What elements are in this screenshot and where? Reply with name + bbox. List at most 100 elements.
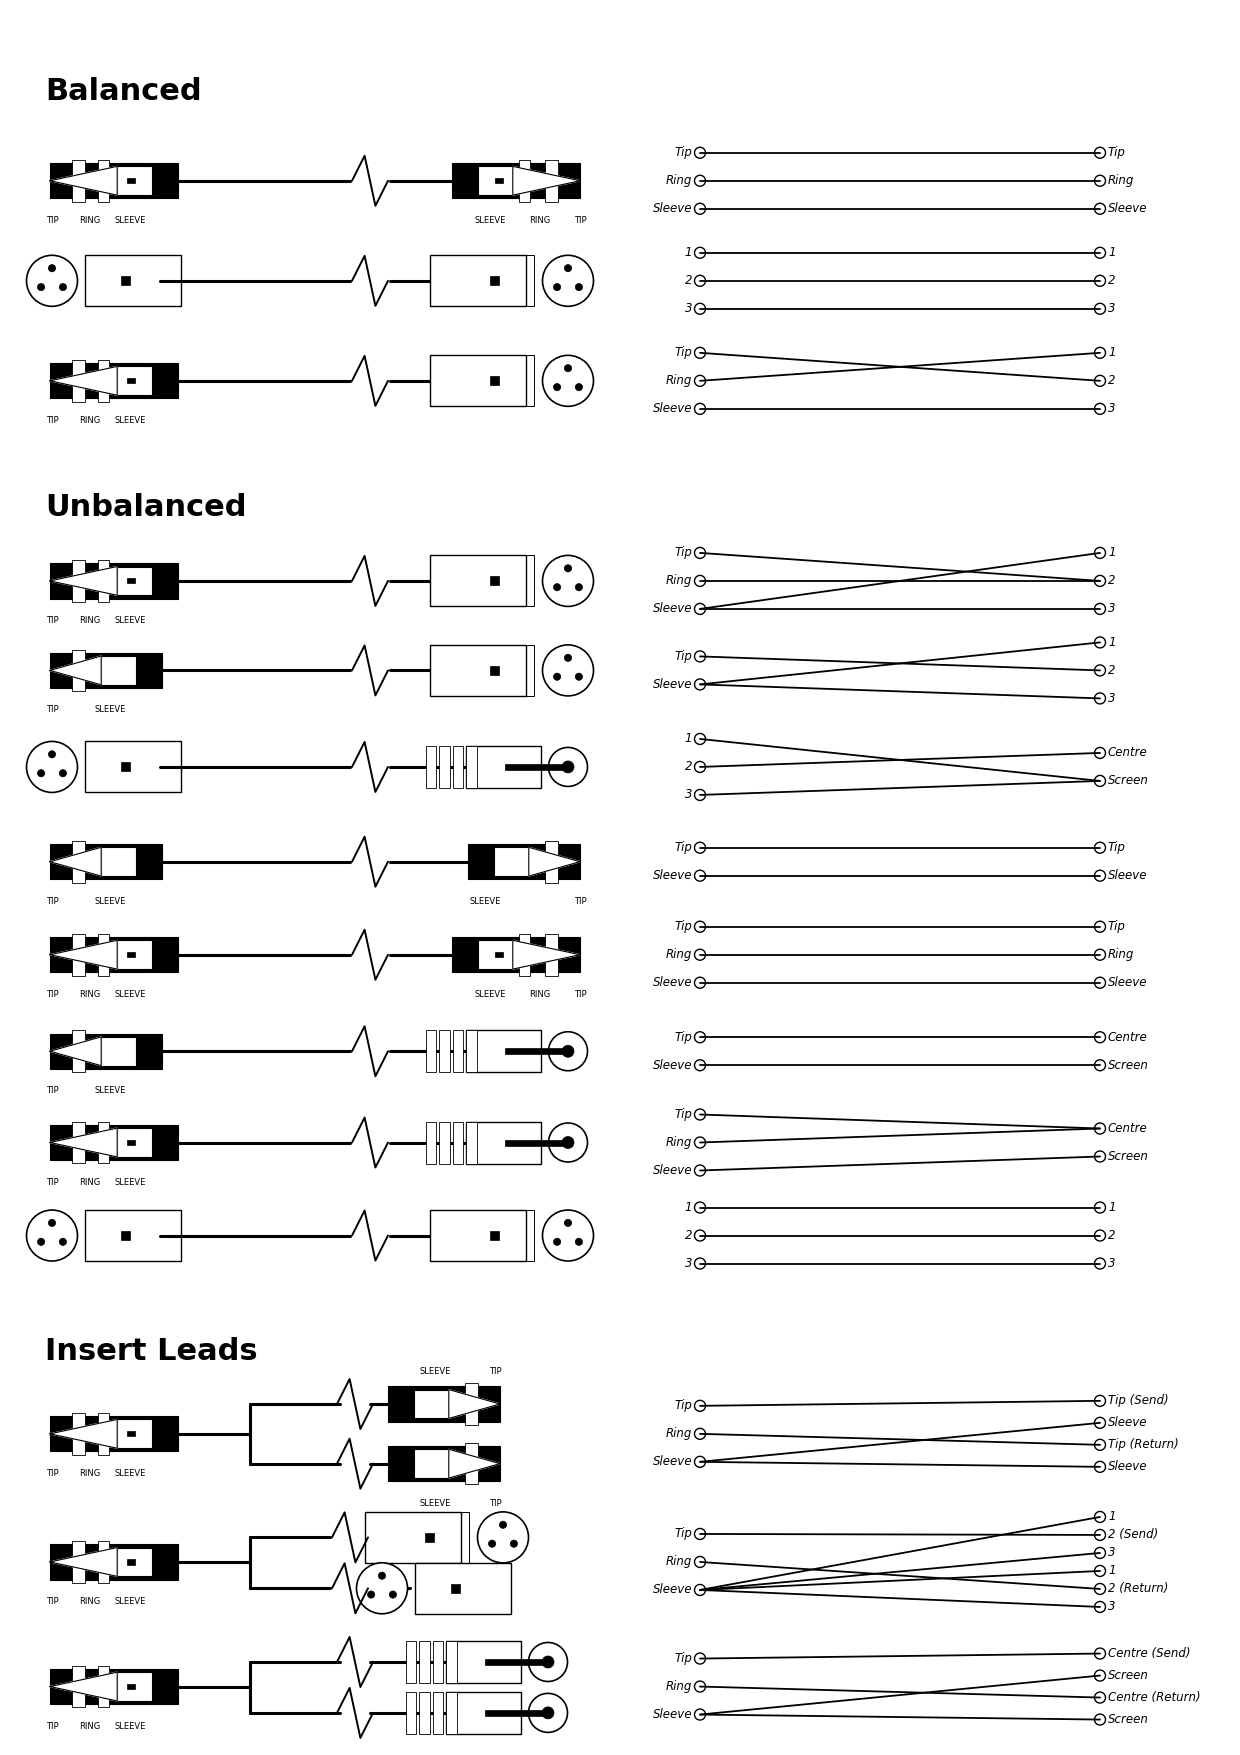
Bar [98, 1121, 109, 1164]
Bar [520, 355, 533, 407]
Bar [86, 741, 181, 793]
Text: 2: 2 [1109, 374, 1116, 388]
Bar [98, 934, 109, 976]
Text: RING: RING [529, 990, 551, 999]
Text: Sleeve: Sleeve [1109, 1416, 1147, 1429]
Bar [439, 746, 450, 788]
Circle shape [553, 674, 560, 681]
Bar [72, 934, 86, 976]
Circle shape [562, 1046, 574, 1057]
Bar [490, 276, 498, 286]
Text: SLEEVE: SLEEVE [114, 990, 145, 999]
Text: Sleeve: Sleeve [652, 976, 692, 990]
Bar [544, 160, 558, 202]
Bar [454, 644, 467, 697]
Bar [454, 555, 467, 607]
Circle shape [548, 1032, 588, 1071]
Bar [520, 644, 533, 697]
Bar [487, 355, 501, 407]
Bar [98, 1541, 109, 1583]
Bar [465, 1562, 477, 1615]
Text: 3: 3 [684, 788, 692, 802]
Text: 2: 2 [1109, 274, 1116, 288]
Bar [505, 1048, 568, 1055]
Text: Screen: Screen [1109, 774, 1149, 788]
Bar [490, 1230, 498, 1241]
Bar [102, 848, 136, 876]
Bar [405, 1692, 415, 1734]
Text: Centre (Return): Centre (Return) [1109, 1692, 1200, 1704]
Circle shape [26, 1209, 77, 1262]
Bar [495, 953, 503, 956]
Bar [432, 1562, 445, 1615]
Bar [419, 1641, 429, 1683]
Bar [50, 1034, 162, 1069]
Circle shape [562, 762, 574, 772]
Bar [151, 1209, 165, 1262]
Text: SLEEVE: SLEEVE [469, 897, 501, 906]
Text: 2 (Send): 2 (Send) [1109, 1529, 1158, 1541]
Text: TIP: TIP [46, 1597, 58, 1606]
Text: Tip: Tip [675, 841, 692, 855]
Text: Tip: Tip [675, 1527, 692, 1541]
Bar [466, 746, 476, 788]
Text: 3: 3 [1109, 1601, 1116, 1613]
Bar [487, 555, 501, 607]
Text: Sleeve: Sleeve [652, 869, 692, 883]
Text: Sleeve: Sleeve [652, 602, 692, 616]
Text: Ring: Ring [666, 1680, 692, 1694]
Bar [453, 937, 580, 972]
Text: Sleeve: Sleeve [652, 1455, 692, 1469]
Bar [544, 934, 558, 976]
Text: SLEEVE: SLEEVE [94, 706, 125, 714]
Text: Tip: Tip [1109, 146, 1126, 160]
Text: TIP: TIP [574, 990, 587, 999]
Polygon shape [50, 367, 118, 395]
Circle shape [543, 1209, 594, 1262]
Circle shape [562, 1137, 574, 1148]
Text: 1: 1 [1109, 246, 1116, 260]
Text: Sleeve: Sleeve [652, 677, 692, 691]
Circle shape [543, 555, 594, 607]
Bar [430, 355, 526, 407]
Text: Sleeve: Sleeve [652, 202, 692, 216]
Bar [454, 1209, 467, 1262]
Bar [470, 254, 484, 307]
Bar [86, 1209, 98, 1262]
Bar [503, 555, 517, 607]
Text: TIP: TIP [489, 1367, 501, 1376]
Bar [126, 1685, 135, 1688]
Bar [520, 555, 533, 607]
Polygon shape [50, 1128, 118, 1157]
Text: SLEEVE: SLEEVE [114, 1469, 145, 1478]
Bar [425, 746, 436, 788]
Bar [102, 254, 115, 307]
Text: 3: 3 [1109, 602, 1116, 616]
Polygon shape [528, 848, 580, 876]
Bar [446, 1641, 456, 1683]
Text: Screen: Screen [1109, 1058, 1149, 1072]
Circle shape [564, 1220, 572, 1227]
Text: SLEEVE: SLEEVE [475, 216, 506, 225]
Bar [481, 1562, 495, 1615]
Bar [466, 1030, 541, 1072]
Text: SLEEVE: SLEEVE [114, 1722, 145, 1730]
Bar [490, 576, 498, 586]
Bar [430, 644, 526, 697]
Bar [466, 1121, 541, 1164]
Circle shape [48, 1220, 56, 1227]
Bar [72, 160, 86, 202]
Text: 1: 1 [684, 1200, 692, 1214]
Text: Tip: Tip [675, 1399, 692, 1413]
Text: Tip: Tip [675, 546, 692, 560]
Text: Sleeve: Sleeve [652, 1164, 692, 1178]
Bar [50, 937, 179, 972]
Text: TIP: TIP [46, 897, 58, 906]
Text: Tip: Tip [1109, 920, 1126, 934]
Bar [98, 160, 109, 202]
Bar [470, 355, 484, 407]
Bar [98, 360, 109, 402]
Text: 2: 2 [1109, 574, 1116, 588]
Text: SLEEVE: SLEEVE [114, 216, 145, 225]
Text: Tip: Tip [675, 920, 692, 934]
